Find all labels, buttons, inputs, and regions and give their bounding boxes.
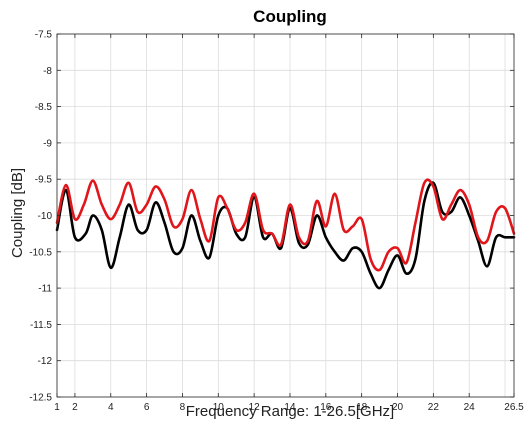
x-axis-label: Frequency Range: 1-26.5[GHz] — [186, 403, 394, 420]
y-tick-label: -11 — [38, 284, 52, 295]
series-line-2 — [55, 178, 516, 272]
x-tick-label: 20 — [392, 402, 404, 413]
series-layer — [55, 178, 516, 290]
tick-marks — [56, 33, 515, 398]
x-tick-label: 18 — [356, 402, 368, 413]
y-tick-label: -9.5 — [35, 175, 53, 186]
y-tick-label: -11.5 — [30, 320, 52, 331]
y-tick-label: -10 — [38, 211, 53, 222]
x-tick-label: 26.5 — [504, 402, 524, 413]
x-tick-label: 14 — [284, 402, 296, 413]
x-tick-label: 2 — [72, 402, 78, 413]
y-tick-label: -10.5 — [29, 247, 52, 258]
x-tick-labels: 1 2 4 6 8 10 12 14 16 18 20 22 24 26.5 — [54, 402, 524, 413]
x-tick-label: 12 — [249, 402, 261, 413]
x-tick-label: 8 — [180, 402, 186, 413]
x-tick-label: 4 — [108, 402, 114, 413]
chart-title: Coupling — [253, 7, 327, 26]
y-tick-label: -8.5 — [35, 102, 53, 113]
x-tick-label: 10 — [213, 402, 225, 413]
y-tick-label: -12.5 — [29, 393, 52, 404]
y-tick-label: -9 — [43, 138, 52, 149]
y-tick-label: -8 — [43, 66, 52, 77]
y-tick-label: -12 — [38, 356, 53, 367]
y-tick-label: -7.5 — [35, 30, 53, 41]
x-tick-label: 6 — [144, 402, 150, 413]
x-tick-label: 22 — [428, 402, 440, 413]
y-tick-labels: -7.5 -8 -8.5 -9 -9.5 -10 -10.5 -11 -11.5 -12 -12.5 — [29, 30, 52, 404]
y-axis-label: Coupling [dB] — [9, 168, 26, 258]
x-tick-label: 24 — [464, 402, 476, 413]
x-tick-label: 16 — [320, 402, 332, 413]
x-tick-label: 1 — [54, 402, 60, 413]
